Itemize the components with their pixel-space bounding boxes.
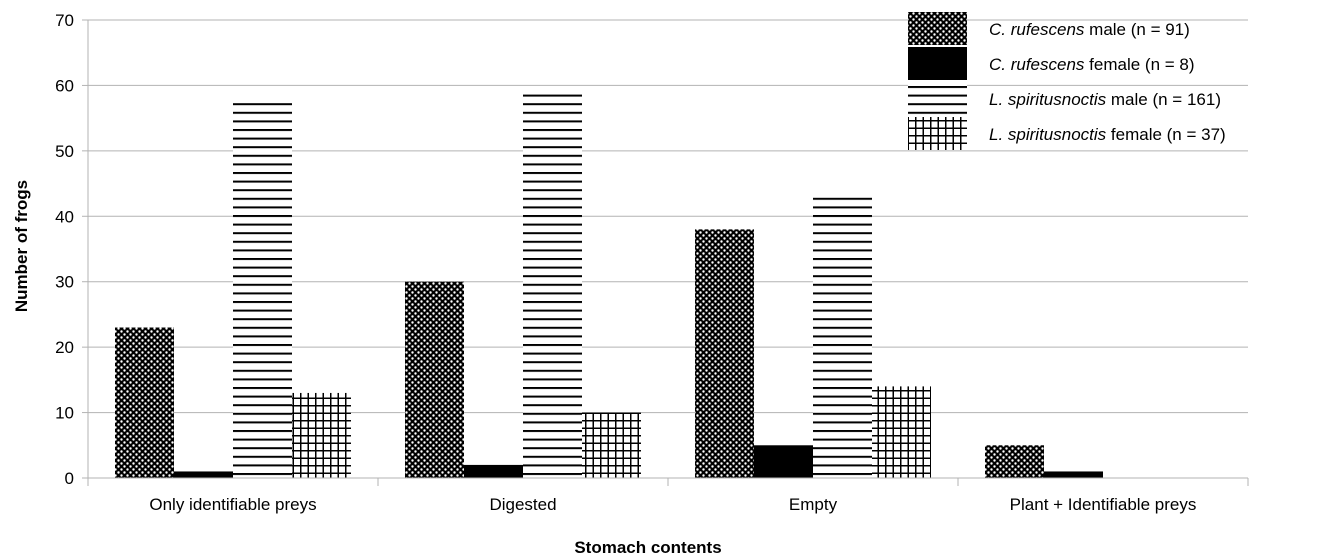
- bar: [174, 471, 233, 478]
- bar: [233, 98, 292, 478]
- x-tick-label: Digested: [489, 495, 556, 514]
- axes: [82, 19, 1249, 486]
- legend-swatch: [908, 117, 967, 150]
- bar: [582, 412, 641, 478]
- y-tick-label: 10: [55, 404, 74, 423]
- legend-label: L. spiritusnoctis female (n = 37): [989, 125, 1226, 144]
- x-tick-label: Empty: [789, 495, 838, 514]
- legend-species: L. spiritusnoctis: [989, 90, 1107, 109]
- legend-detail: male (n = 91): [1084, 20, 1189, 39]
- y-tick-label: 0: [65, 469, 74, 488]
- y-tick-label: 70: [55, 11, 74, 30]
- legend-swatch: [908, 82, 967, 115]
- legend-species: C. rufescens: [989, 55, 1085, 74]
- bar: [405, 281, 464, 478]
- x-axis-title: Stomach contents: [574, 538, 721, 557]
- bar: [292, 392, 351, 478]
- y-tick-label: 40: [55, 207, 74, 226]
- bar: [872, 386, 931, 478]
- legend-species: C. rufescens: [989, 20, 1085, 39]
- legend-detail: male (n = 161): [1106, 90, 1221, 109]
- bar: [985, 445, 1044, 478]
- legend-label: C. rufescens female (n = 8): [989, 55, 1195, 74]
- legend-swatch: [908, 47, 967, 80]
- legend: C. rufescens male (n = 91)C. rufescens f…: [908, 12, 1226, 150]
- bar: [523, 91, 582, 478]
- legend-label: C. rufescens male (n = 91): [989, 20, 1190, 39]
- tick-labels: 0 10 20 30 40 50 60 70 Only identifiable preys Di…: [55, 11, 1196, 514]
- legend-label: L. spiritusnoctis male (n = 161): [989, 90, 1221, 109]
- x-tick-label: Only identifiable preys: [149, 495, 316, 514]
- y-tick-label: 60: [55, 76, 74, 95]
- bar: [115, 327, 174, 478]
- bar: [464, 464, 523, 478]
- bar: [1044, 471, 1103, 478]
- bar: [695, 229, 754, 478]
- y-tick-label: 20: [55, 338, 74, 357]
- bars: [115, 91, 1103, 478]
- x-tick-label: Plant + Identifiable preys: [1010, 495, 1197, 514]
- bar: [813, 196, 872, 478]
- legend-species: L. spiritusnoctis: [989, 125, 1107, 144]
- bar: [754, 445, 813, 478]
- legend-detail: female (n = 37): [1106, 125, 1226, 144]
- legend-swatch: [908, 12, 967, 45]
- y-tick-label: 30: [55, 273, 74, 292]
- legend-detail: female (n = 8): [1084, 55, 1194, 74]
- y-axis-title: Number of frogs: [12, 180, 31, 312]
- y-tick-label: 50: [55, 142, 74, 161]
